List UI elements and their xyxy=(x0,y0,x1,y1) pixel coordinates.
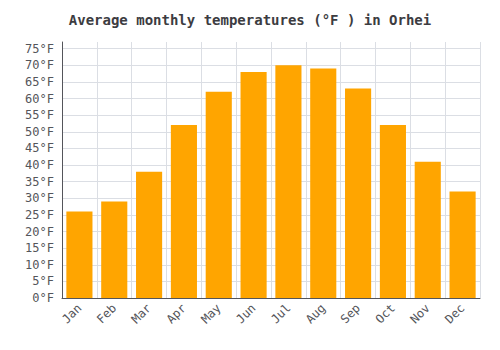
svg-text:65°F: 65°F xyxy=(25,75,54,89)
svg-text:5°F: 5°F xyxy=(32,274,54,288)
svg-text:50°F: 50°F xyxy=(25,125,54,139)
svg-text:Nov: Nov xyxy=(407,301,432,326)
svg-text:10°F: 10°F xyxy=(25,258,54,272)
svg-text:25°F: 25°F xyxy=(25,208,54,222)
svg-text:May: May xyxy=(198,301,223,326)
svg-text:60°F: 60°F xyxy=(25,92,54,106)
svg-text:Oct: Oct xyxy=(373,301,398,326)
svg-text:Sep: Sep xyxy=(338,301,363,326)
svg-text:Dec: Dec xyxy=(442,301,467,326)
svg-text:15°F: 15°F xyxy=(25,241,54,255)
svg-text:Mar: Mar xyxy=(129,301,154,326)
svg-text:40°F: 40°F xyxy=(25,158,54,172)
svg-text:Jan: Jan xyxy=(59,301,84,326)
svg-text:45°F: 45°F xyxy=(25,141,54,155)
svg-text:70°F: 70°F xyxy=(25,58,54,72)
svg-text:0°F: 0°F xyxy=(32,291,54,305)
svg-text:Aug: Aug xyxy=(303,301,328,326)
svg-text:35°F: 35°F xyxy=(25,175,54,189)
svg-text:Average monthly temperatures (: Average monthly temperatures (°F ) in Or… xyxy=(69,12,431,28)
svg-text:55°F: 55°F xyxy=(25,108,54,122)
svg-text:30°F: 30°F xyxy=(25,191,54,205)
svg-text:Jul: Jul xyxy=(268,301,293,326)
svg-text:Apr: Apr xyxy=(164,301,189,326)
svg-text:Feb: Feb xyxy=(94,301,119,326)
svg-text:20°F: 20°F xyxy=(25,225,54,239)
svg-text:Jun: Jun xyxy=(233,301,258,326)
svg-text:75°F: 75°F xyxy=(25,42,54,56)
